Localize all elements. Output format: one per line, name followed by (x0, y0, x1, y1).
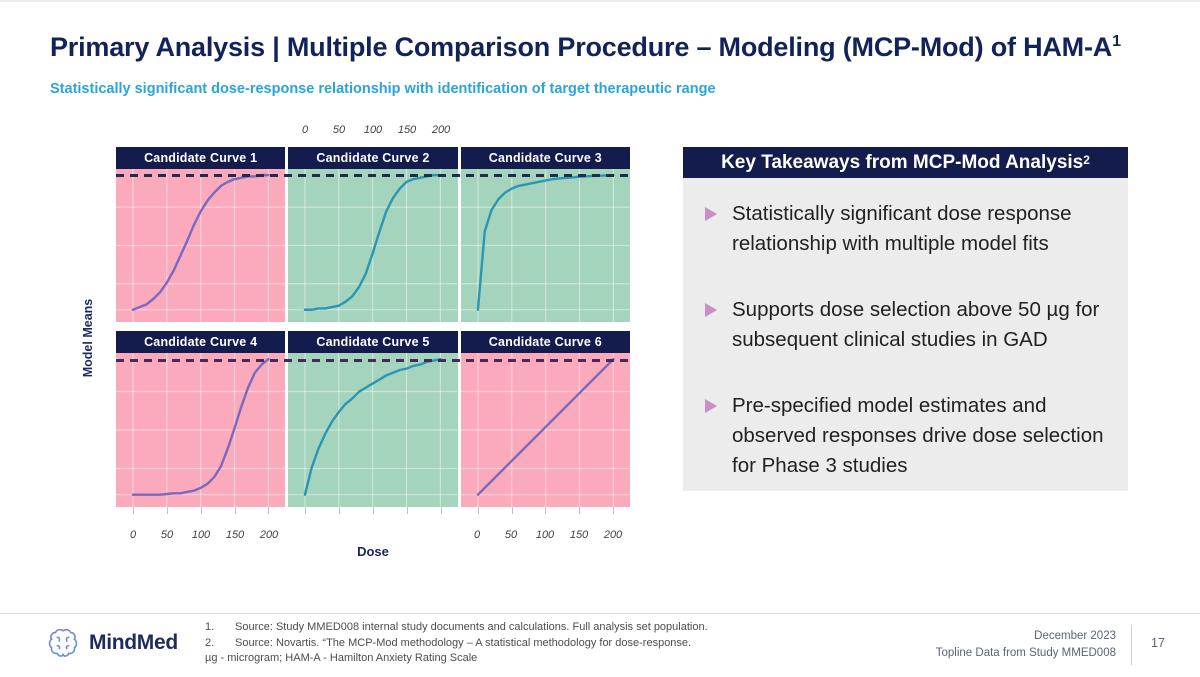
panel-header-candidate-curve-4: Candidate Curve 4 (116, 331, 286, 353)
panel-candidate-curve-1 (116, 169, 286, 322)
panel-header-candidate-curve-3: Candidate Curve 3 (460, 147, 630, 169)
axis-tick-label: 50 (160, 529, 174, 541)
axis-tick-label: 150 (569, 529, 589, 541)
panel-candidate-curve-2 (288, 169, 458, 322)
axis-tick-mark (545, 507, 547, 514)
max-response-dashed-line-row-1 (116, 174, 630, 177)
logo-wordmark: MindMed (89, 631, 178, 654)
footer-divider (0, 613, 1200, 614)
bottom-axis-tick-labels-left: 0 50 100 150 200 (116, 529, 286, 543)
axis-tick-label: 0 (473, 529, 481, 541)
footnotes: 1. Source: Study MMED008 internal study … (205, 620, 708, 667)
page-title: Primary Analysis | Multiple Comparison P… (50, 32, 1190, 63)
page-number: 17 (1151, 636, 1165, 650)
axis-tick-label: 200 (259, 529, 279, 541)
axis-tick-mark (406, 507, 408, 514)
dose-response-curve-4 (116, 353, 285, 507)
axis-tick-mark (166, 507, 168, 514)
dose-response-curve-6 (461, 353, 630, 507)
y-axis-label: Model Means (81, 298, 95, 378)
footnote-1: 1. Source: Study MMED008 internal study … (205, 620, 708, 636)
axis-tick-label: 200 (431, 124, 451, 136)
footer-date: December 2023 (1034, 630, 1116, 642)
axis-tick-label: 50 (504, 529, 518, 541)
axis-tick-label: 100 (363, 124, 383, 136)
axis-tick-mark (440, 507, 442, 514)
axis-tick-label: 0 (129, 529, 137, 541)
axis-tick-label: 50 (332, 124, 346, 136)
x-axis-label: Dose (357, 544, 389, 559)
page-title-text: Primary Analysis | Multiple Comparison P… (50, 32, 1113, 62)
dose-response-curve-1 (116, 169, 285, 322)
brain-icon (48, 628, 78, 657)
abbreviations-line: µg - microgram; HAM-A - Hamilton Anxiety… (205, 652, 478, 664)
title-footnote-ref: 1 (1112, 33, 1121, 50)
dose-response-curve-3 (461, 169, 630, 322)
panel-header-candidate-curve-6: Candidate Curve 6 (460, 331, 630, 353)
footer-project: Topline Data from Study MMED008 (935, 647, 1116, 659)
axis-tick-mark (511, 507, 513, 514)
takeaways-footnote-ref: 2 (1083, 152, 1090, 167)
takeaway-text-2: Supports dose selection above 50 µg for … (732, 298, 1100, 351)
axis-tick-mark (613, 507, 615, 514)
axis-tick-mark (132, 507, 134, 514)
top-axis-tick-labels: 0 50 100 150 200 (288, 124, 458, 138)
dose-response-curve-5 (288, 353, 457, 507)
axis-tick-mark (268, 507, 270, 514)
panel-candidate-curve-4 (116, 353, 286, 507)
footnote-2-number: 2. (205, 636, 215, 649)
takeaway-text-1: Statistically significant dose response … (732, 202, 1072, 255)
panel-header-row-2: Candidate Curve 4 Candidate Curve 5 Cand… (116, 331, 630, 353)
axis-tick-label: 100 (191, 529, 211, 541)
axis-tick-label: 100 (535, 529, 555, 541)
footer-right: December 2023 Topline Data from Study MM… (936, 628, 1116, 662)
panel-candidate-curve-6 (460, 353, 630, 507)
footnote-1-text: Source: Study MMED008 internal study doc… (235, 621, 708, 633)
takeaway-item-2: Supports dose selection above 50 µg for … (705, 295, 1108, 355)
footnote-2-text: Source: Novartis. “The MCP-Mod methodolo… (235, 636, 692, 649)
panel-row-1 (116, 169, 630, 322)
panel-candidate-curve-3 (460, 169, 630, 322)
axis-tick-label: 150 (397, 124, 417, 136)
takeaway-text-3: Pre-specified model estimates and observ… (732, 394, 1104, 477)
triangle-bullet-icon (705, 399, 717, 413)
axis-tick-mark (579, 507, 581, 514)
takeaways-header: Key Takeaways from MCP-Mod Analysis 2 (683, 147, 1128, 178)
axis-tick-mark (200, 507, 202, 514)
panel-header-row-1: Candidate Curve 1 Candidate Curve 2 Cand… (116, 147, 630, 169)
bottom-axis-tick-labels-right: 0 50 100 150 200 (460, 529, 630, 543)
page-number-divider (1131, 625, 1132, 665)
footnote-1-number: 1. (205, 621, 215, 633)
axis-tick-mark (234, 507, 236, 514)
axis-tick-label: 200 (603, 529, 623, 541)
axis-tick-mark (339, 507, 341, 514)
panel-header-candidate-curve-2: Candidate Curve 2 (288, 147, 458, 169)
takeaway-item-3: Pre-specified model estimates and observ… (705, 391, 1108, 481)
triangle-bullet-icon (705, 303, 717, 317)
axis-tick-mark (373, 507, 374, 514)
footnote-2: 2. Source: Novartis. “The MCP-Mod method… (205, 636, 708, 652)
axis-tick-mark (477, 507, 479, 514)
mindmed-logo: MindMed (46, 626, 178, 660)
max-response-dashed-line-row-2 (116, 359, 630, 362)
axis-tick-label: 150 (225, 529, 245, 541)
axis-tick-mark (305, 507, 307, 514)
panel-row-2 (116, 353, 630, 507)
takeaways-panel: Statistically significant dose response … (683, 178, 1128, 491)
axis-tick-label: 0 (301, 124, 309, 136)
takeaways-header-text: Key Takeaways from MCP-Mod Analysis (721, 151, 1084, 173)
panel-header-candidate-curve-5: Candidate Curve 5 (288, 331, 458, 353)
dose-response-curve-2 (288, 169, 457, 322)
bottom-axis-tick-marks (116, 507, 630, 515)
triangle-bullet-icon (705, 207, 717, 221)
panel-candidate-curve-5 (288, 353, 458, 507)
takeaway-item-1: Statistically significant dose response … (705, 199, 1108, 259)
panel-header-candidate-curve-1: Candidate Curve 1 (116, 147, 286, 169)
page-subtitle: Statistically significant dose-response … (50, 81, 716, 97)
